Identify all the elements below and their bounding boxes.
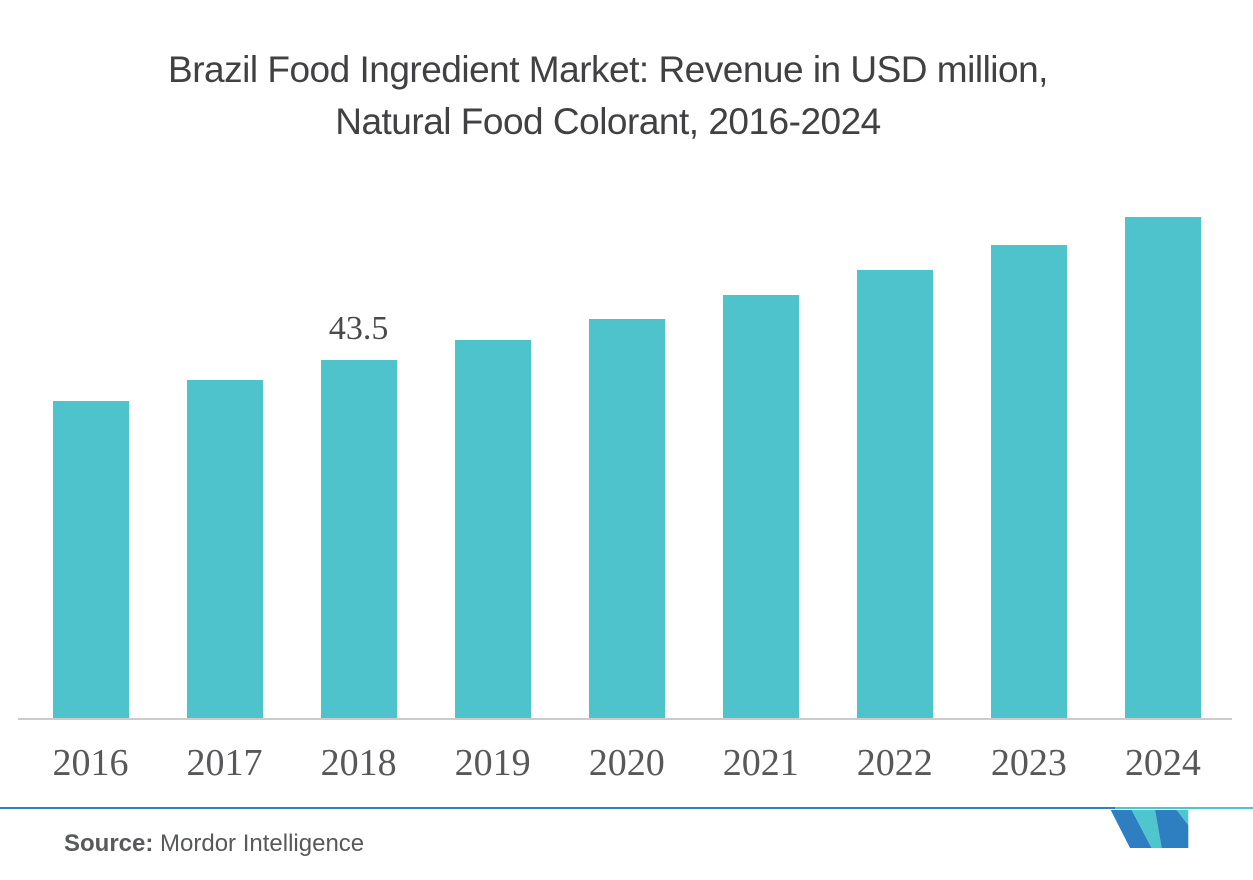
bar-2018 [320,360,397,718]
logo-middle-teal-stroke [1131,810,1162,848]
bar-2017 [186,380,263,718]
source-label: Source: [64,830,154,857]
x-tick-label-2024: 2024 [1124,742,1201,784]
footer-divider-teal [1115,807,1253,809]
mordor-intelligence-logo [1110,810,1189,848]
x-tick-label-2019: 2019 [454,742,531,784]
chart-title: Brazil Food Ingredient Market: Revenue i… [0,44,1216,148]
bar-2019 [454,340,531,718]
x-tick-label-2021: 2021 [722,742,799,784]
logo-corner-teal-triangle [1176,810,1189,825]
bar-2022 [856,270,933,718]
x-axis-baseline [18,718,1232,720]
x-tick-label-2017: 2017 [186,742,263,784]
chart-title-line2: Natural Food Colorant, 2016-2024 [335,101,881,142]
source-text: Mordor Intelligence [153,830,365,857]
source-attribution: Source: Mordor Intelligence [64,830,364,858]
bar-2020 [588,319,665,718]
chart-title-line1: Brazil Food Ingredient Market: Revenue i… [168,49,1048,90]
bar-2024 [1124,217,1201,718]
bar-chart-plot-area: 2016 2017 2018 43.5 2019 2020 2021 2022 2023 2024 [18,217,1232,784]
x-tick-label-2020: 2020 [588,742,665,784]
logo-right-blue-stroke [1155,810,1189,848]
logo-left-blue-stroke [1110,810,1152,848]
x-tick-label-2022: 2022 [856,742,933,784]
x-tick-label-2016: 2016 [52,742,129,784]
x-tick-label-2023: 2023 [990,742,1067,784]
footer-divider-blue [0,807,1115,809]
x-tick-label-2018: 2018 [320,742,397,784]
data-label-2018: 43.5 [328,310,389,347]
bar-2021 [722,295,799,718]
bar-2023 [990,245,1067,718]
bar-2016 [52,401,129,718]
